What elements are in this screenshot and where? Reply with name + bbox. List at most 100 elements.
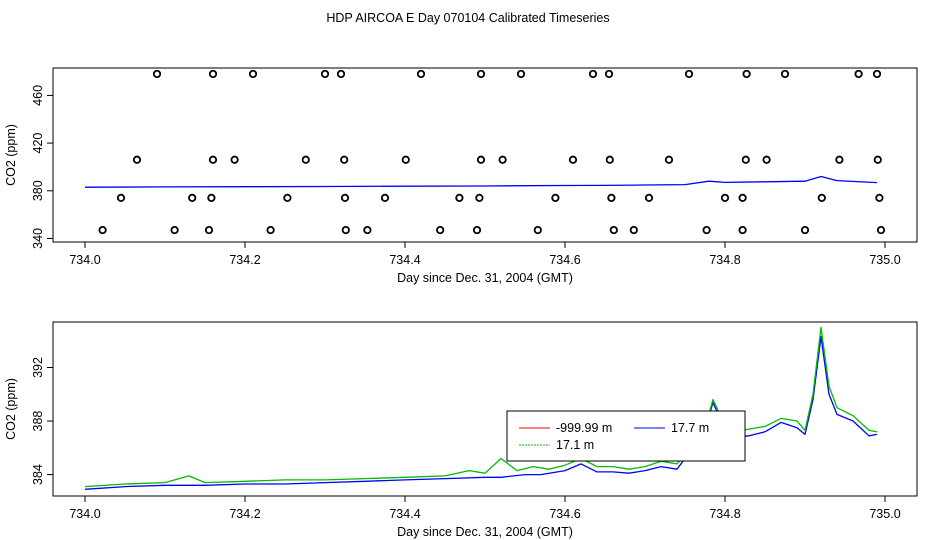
bottom-plot-frame [52, 321, 918, 497]
data-point [762, 155, 771, 164]
bottom-x-axis: 734.0 734.2 734.4 734.6 734.8 735.0 [69, 496, 901, 521]
data-point [207, 193, 216, 203]
x-tick-label: 734.4 [389, 507, 420, 521]
data-point [604, 69, 614, 79]
data-point [248, 69, 258, 79]
data-point [188, 193, 197, 203]
data-point [301, 155, 310, 164]
data-point [208, 155, 218, 164]
bottom-y-axis: 384 388 392 [31, 357, 53, 485]
data-point [605, 155, 614, 164]
x-tick-label: 734.8 [709, 507, 740, 521]
data-point [568, 155, 578, 164]
data-point [738, 225, 747, 235]
y-tick-label: 380 [31, 180, 45, 201]
data-point [817, 193, 826, 203]
bottom-x-axis-label: Day since Dec. 31, 2004 (GMT) [397, 525, 573, 539]
data-point [476, 155, 486, 164]
x-tick-label: 734.0 [69, 507, 100, 521]
data-point [629, 225, 638, 235]
data-point [835, 155, 844, 164]
y-tick-label: 392 [31, 357, 45, 378]
top-series-lines [84, 175, 878, 188]
data-point [208, 69, 218, 79]
data-point [742, 69, 751, 79]
x-tick-label: 734.8 [709, 253, 740, 267]
top-co2-panel: 734.0 734.2 734.4 734.6 734.8 735.0 340 380 420… [4, 67, 918, 285]
x-tick-label: 735.0 [869, 253, 900, 267]
data-point [436, 225, 445, 235]
data-point [872, 69, 882, 79]
data-point [588, 69, 598, 79]
top-x-axis: 734.0 734.2 734.4 734.6 734.8 735.0 [69, 242, 901, 267]
data-point [401, 155, 410, 164]
top-y-axis: 340 380 420 460 [31, 85, 53, 249]
data-point [340, 193, 350, 203]
legend-label-red: -999.99 m [556, 421, 612, 435]
legend-label-green: 17.1 m [556, 438, 594, 452]
x-tick-label: 734.2 [229, 507, 260, 521]
data-point [664, 155, 674, 164]
series-line [84, 326, 878, 488]
data-point [873, 155, 882, 164]
data-point [876, 225, 886, 235]
data-point [283, 193, 292, 203]
data-point [533, 225, 542, 235]
data-point [738, 193, 747, 203]
data-point [476, 69, 486, 79]
data-point [380, 193, 390, 203]
data-point [455, 193, 464, 203]
legend: -999.99 m 17.7 m 17.1 m [506, 410, 746, 462]
data-point [132, 155, 142, 164]
bottom-series-lines [84, 326, 878, 490]
data-point [341, 225, 350, 235]
y-tick-label: 420 [31, 133, 45, 154]
y-tick-label: 384 [31, 464, 45, 485]
data-point [152, 69, 162, 79]
bottom-y-axis-label: CO2 (ppm) [4, 378, 18, 440]
data-point [498, 155, 507, 164]
data-point [170, 225, 179, 235]
data-point [416, 69, 426, 79]
bottom-co2-panel: 734.0 734.2 734.4 734.6 734.8 735.0 384 388 392… [4, 321, 918, 539]
series-line [84, 175, 878, 188]
x-tick-label: 734.0 [69, 253, 100, 267]
data-point [98, 225, 107, 235]
y-tick-label: 340 [31, 228, 45, 249]
y-tick-label: 460 [31, 85, 45, 106]
data-point [472, 225, 482, 235]
data-point [551, 193, 560, 203]
data-point [204, 225, 214, 235]
data-point [854, 69, 863, 79]
x-tick-label: 734.6 [549, 507, 580, 521]
data-point [340, 155, 349, 164]
series-line [84, 336, 878, 490]
data-point [684, 69, 694, 79]
data-point [609, 225, 618, 235]
data-point [475, 193, 484, 203]
x-tick-label: 735.0 [869, 507, 900, 521]
data-point [516, 69, 526, 79]
data-point [230, 155, 239, 164]
figure-title: HDP AIRCOA E Day 070104 Calibrated Times… [326, 11, 609, 25]
legend-label-blue: 17.7 m [671, 421, 709, 435]
top-x-axis-label: Day since Dec. 31, 2004 (GMT) [397, 271, 573, 285]
x-tick-label: 734.4 [389, 253, 420, 267]
data-point [800, 225, 810, 235]
data-point [363, 225, 372, 235]
x-tick-label: 734.2 [229, 253, 260, 267]
data-point [702, 225, 711, 235]
data-point [116, 193, 126, 203]
top-plot-frame [52, 67, 918, 243]
data-point [780, 69, 790, 79]
data-point [875, 193, 884, 203]
data-point [607, 193, 616, 203]
top-series-markers [98, 69, 886, 235]
data-point [266, 225, 275, 235]
data-point [320, 69, 330, 79]
y-tick-label: 388 [31, 411, 45, 432]
x-tick-label: 734.6 [549, 253, 580, 267]
top-y-axis-label: CO2 (ppm) [4, 124, 18, 186]
legend-box [506, 410, 746, 462]
